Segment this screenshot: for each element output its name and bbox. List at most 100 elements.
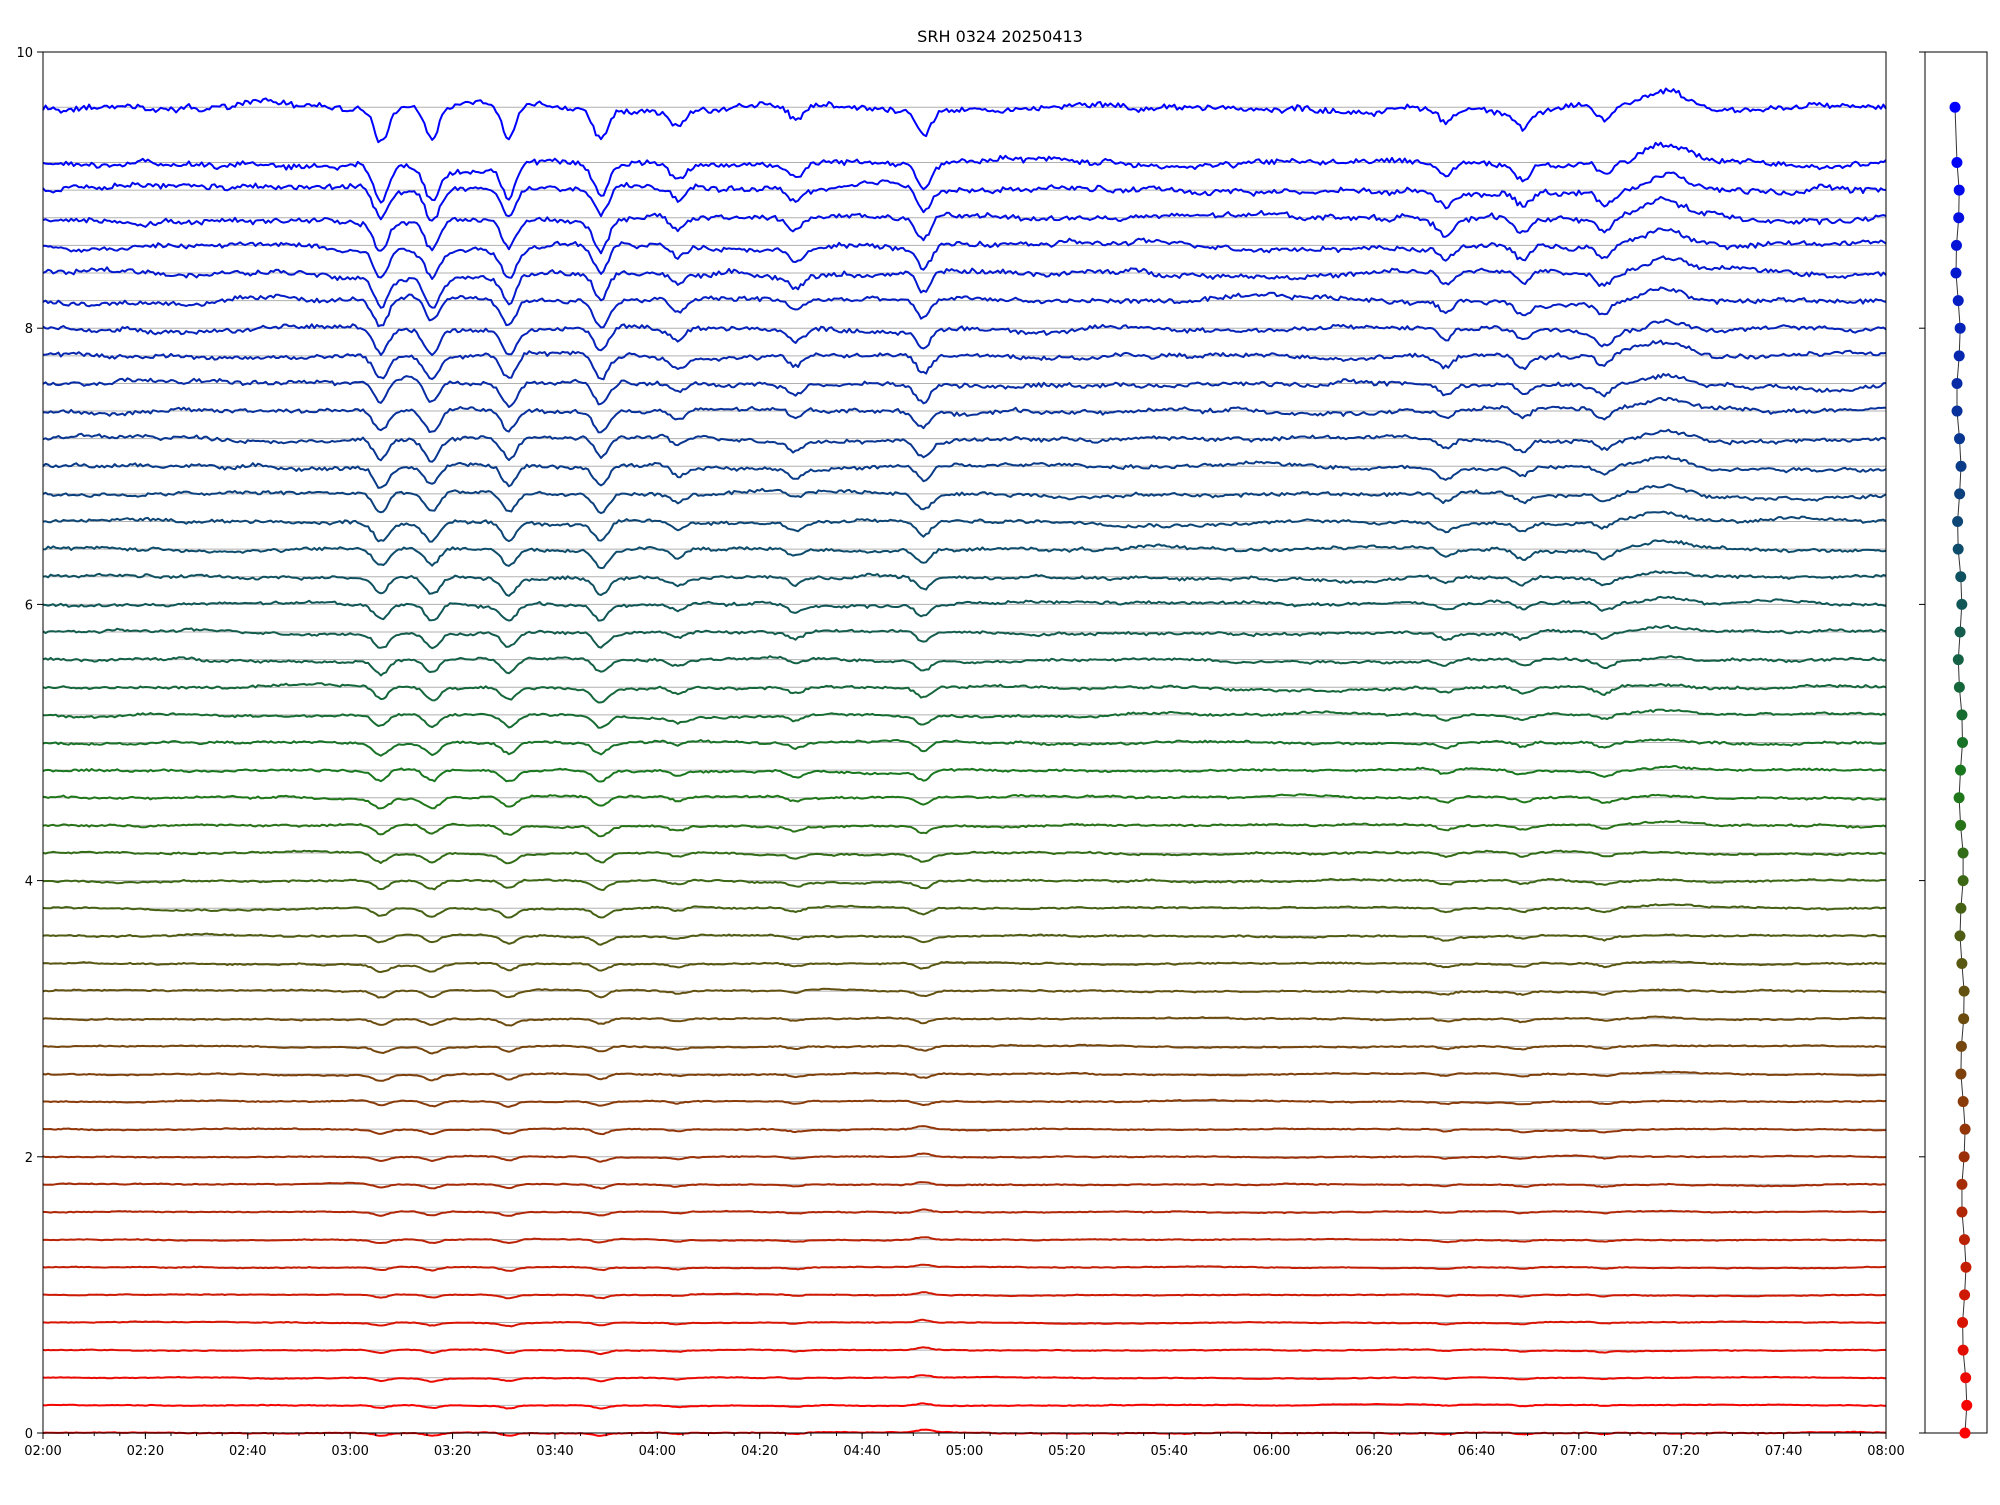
series-line [42,171,1887,222]
side-marker [1958,1151,1970,1163]
side-marker [1955,902,1967,914]
series-line [43,1291,1887,1300]
x-tick-label: 03:40 [536,1444,573,1459]
chart-title: SRH 0324 20250413 [917,27,1083,46]
side-marker [1958,1013,1970,1025]
side-marker [1955,1040,1967,1052]
series-line [42,1125,1886,1136]
x-tick-label: 04:40 [843,1444,880,1459]
series-line [42,1236,1887,1244]
side-marker [1956,1206,1968,1218]
series-line [42,819,1887,838]
series-line [42,372,1887,409]
series-line [42,1402,1887,1410]
side-marker [1956,957,1968,969]
x-tick-label: 04:00 [639,1444,676,1459]
x-tick-label: 06:20 [1355,1444,1392,1459]
side-marker [1953,212,1965,224]
side-marker [1957,847,1969,859]
side-marker [1959,1123,1971,1135]
series-line [42,738,1887,757]
traces-layer [42,87,1887,1437]
side-marker [1960,1261,1972,1273]
x-tick-label: 02:20 [127,1444,164,1459]
y-tick-label: 0 [25,1427,33,1442]
series-line [42,849,1887,865]
side-marker [1954,322,1966,334]
side-marker [1959,1427,1971,1439]
series-line [42,624,1887,650]
series-line [43,708,1887,729]
side-marker [1952,516,1964,528]
series-line [42,87,1887,144]
series-line [42,1374,1887,1383]
x-tick-label: 05:20 [1048,1444,1085,1459]
side-marker [1954,764,1966,776]
x-tick-label: 08:00 [1867,1444,1904,1459]
side-marker [1956,598,1968,610]
series-line [42,428,1887,463]
series-line [42,141,1887,204]
x-tick-label: 06:00 [1253,1444,1290,1459]
series-line [42,318,1887,356]
side-marker [1957,1096,1969,1108]
series-line [42,1263,1887,1272]
series-line [42,1070,1887,1082]
side-panel-frame [1924,51,1988,1434]
side-marker [1955,460,1967,472]
series-line [42,227,1887,280]
x-tick-label: 04:20 [741,1444,778,1459]
x-tick-label: 02:40 [229,1444,266,1459]
series-line [42,655,1887,677]
series-line [42,286,1887,329]
side-marker [1953,681,1965,693]
x-tick-label: 03:00 [331,1444,368,1459]
series-line [42,339,1887,381]
series-line [42,1318,1887,1328]
side-marker [1957,1317,1969,1329]
side-marker [1950,239,1962,251]
series-line [42,1015,1887,1027]
side-marker [1952,654,1964,666]
side-marker [1954,930,1966,942]
x-tick-label: 05:40 [1151,1444,1188,1459]
series-line [42,932,1887,946]
side-marker [1954,626,1966,638]
side-marker [1956,1178,1968,1190]
side-marker [1957,1344,1969,1356]
side-marker [1949,101,1961,113]
x-tick-label: 07:00 [1560,1444,1597,1459]
side-marker [1951,377,1963,389]
series-line [42,765,1887,783]
series-line [42,195,1887,255]
side-marker [1953,184,1965,196]
y-tick-label: 2 [25,1151,33,1166]
series-line [42,570,1887,597]
side-marker [1955,571,1967,583]
x-tick-label: 03:20 [434,1444,471,1459]
series-line [42,682,1887,704]
series-line [42,793,1887,810]
side-marker [1954,433,1966,445]
side-marker [1959,1289,1971,1301]
series-line [42,960,1887,973]
side-marker [1957,875,1969,887]
series-line [43,1208,1887,1217]
series-line [43,1098,1887,1108]
side-marker [1960,1372,1972,1384]
x-tick-label: 05:00 [946,1444,983,1459]
side-marker [1951,156,1963,168]
side-marker [1958,1234,1970,1246]
side-marker [1952,543,1964,555]
y-tick-label: 10 [16,46,33,61]
side-marker [1953,792,1965,804]
series-line [42,878,1887,891]
side-marker [1955,819,1967,831]
x-tick-label: 07:40 [1765,1444,1802,1459]
y-tick-label: 6 [25,598,33,613]
series-line [42,455,1887,489]
side-marker [1961,1399,1973,1411]
side-marker [1951,405,1963,417]
side-marker [1953,350,1965,362]
